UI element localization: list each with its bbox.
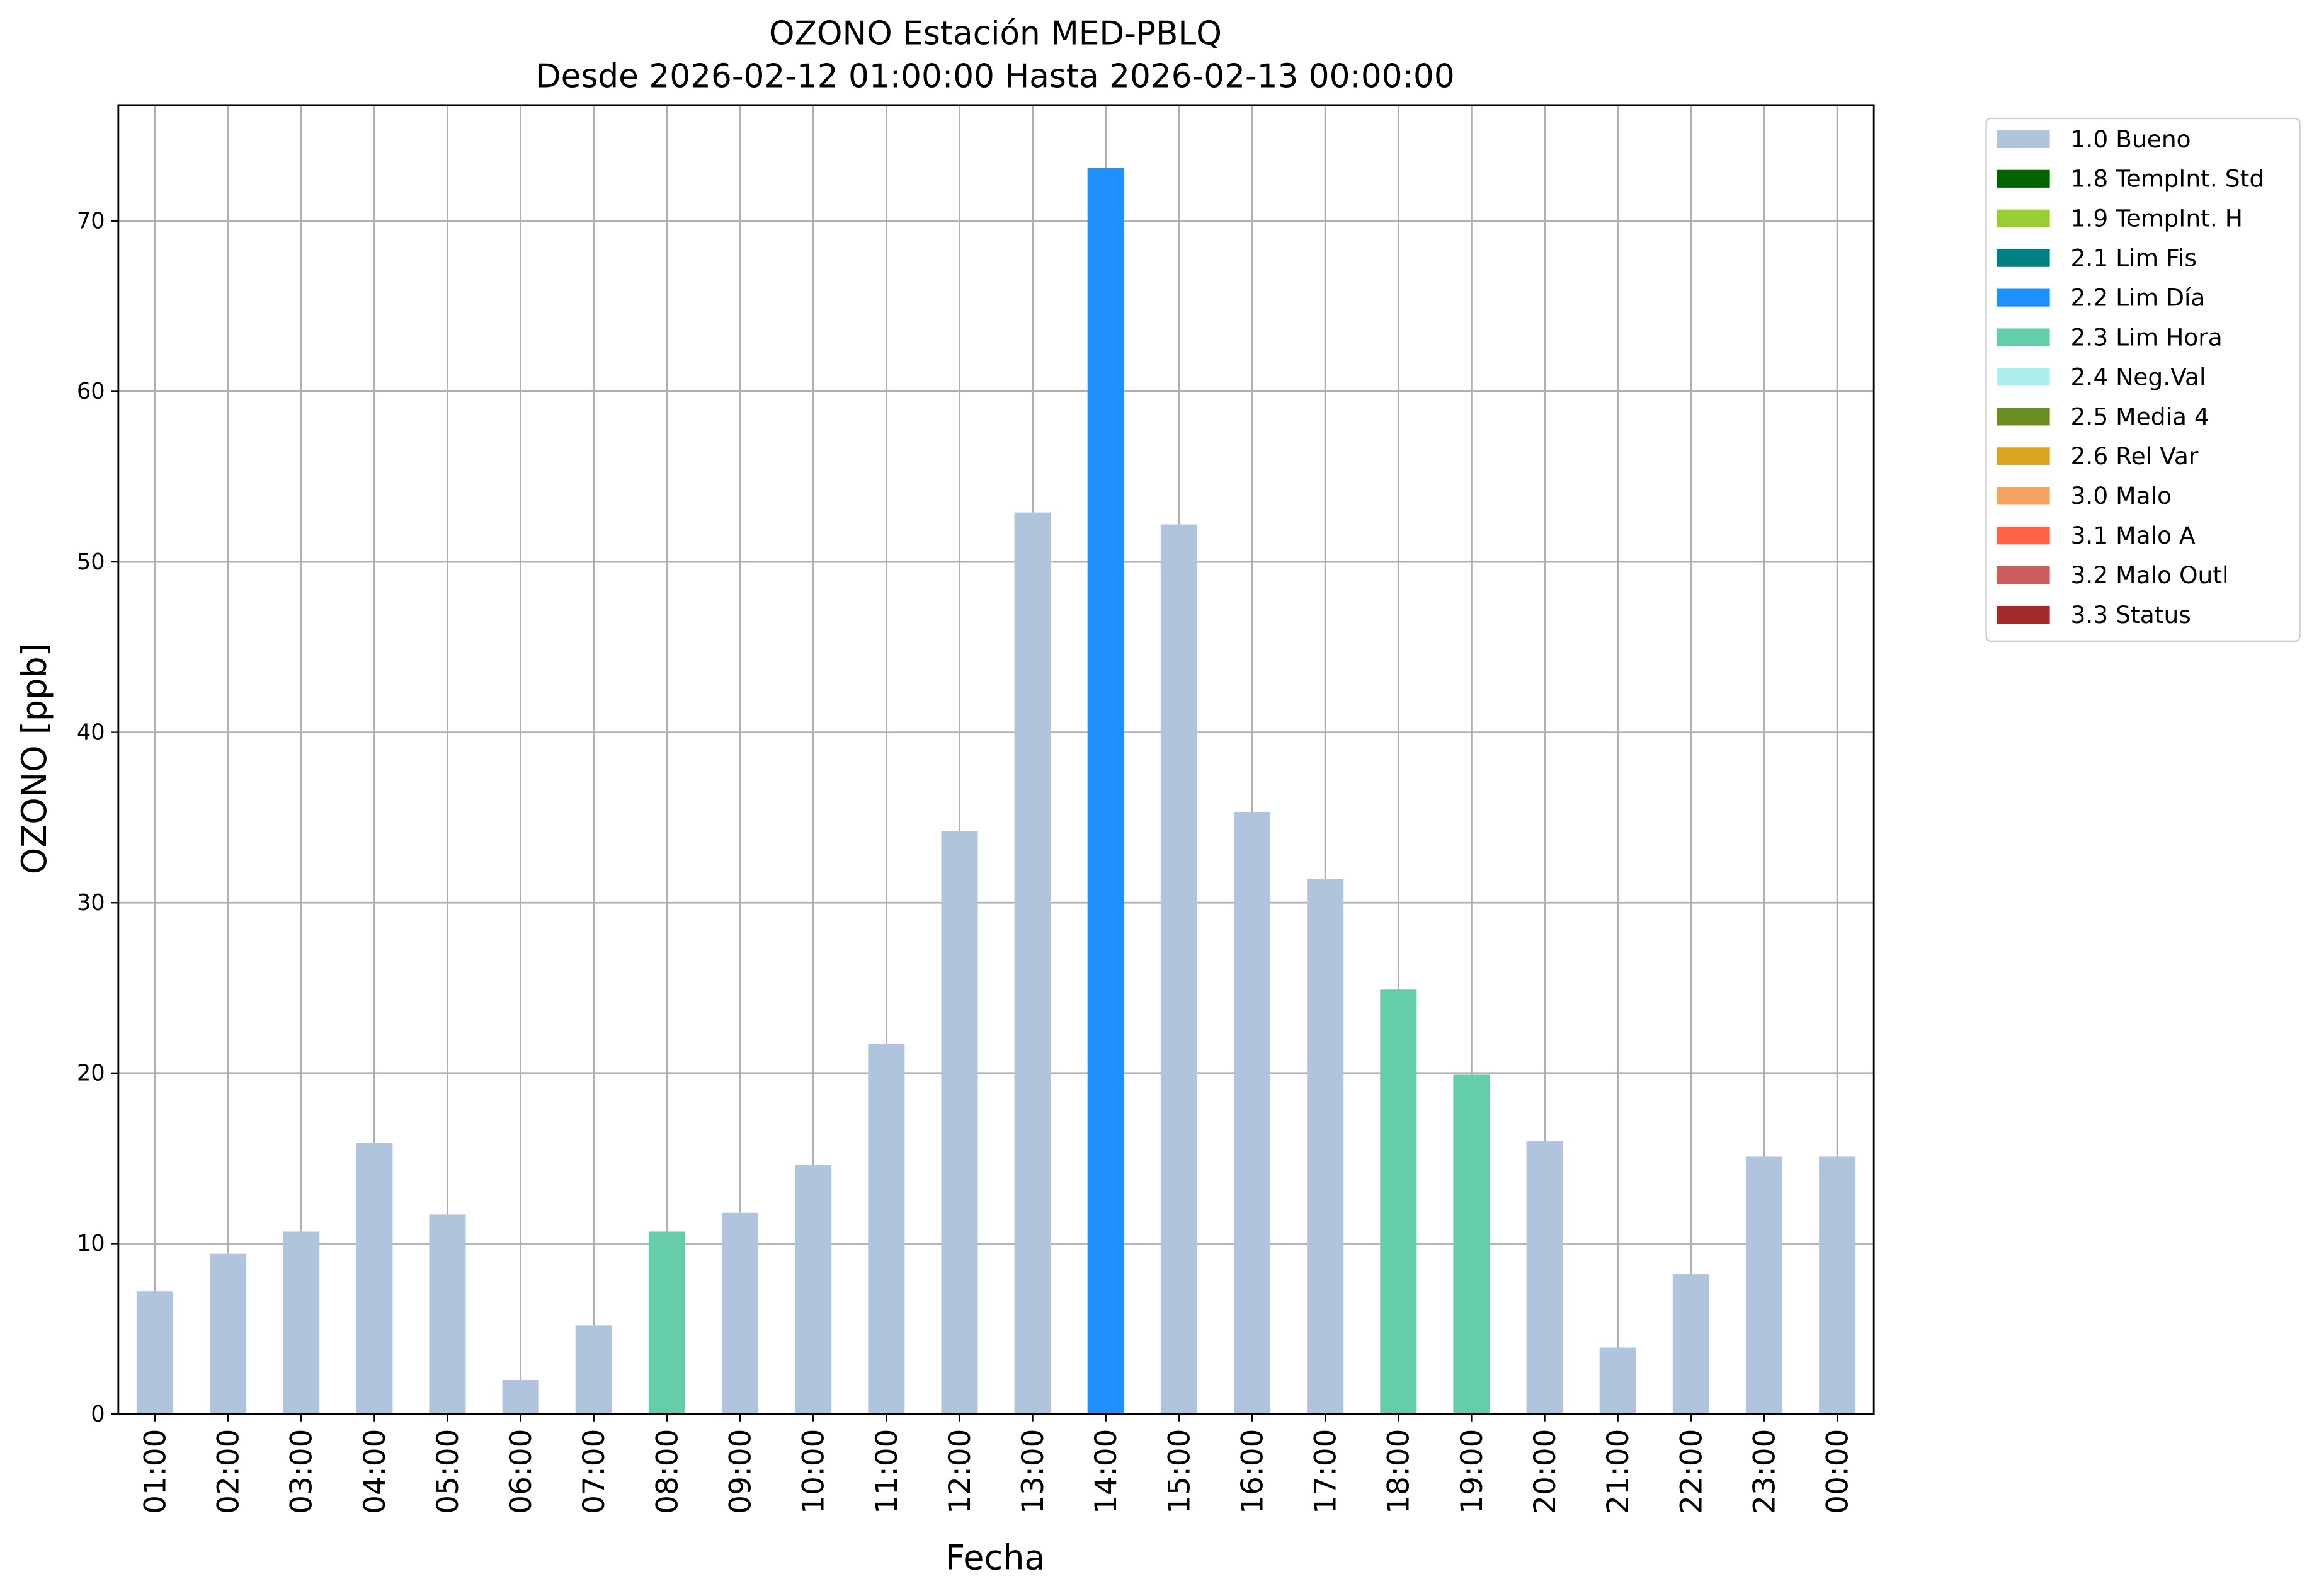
y-tick-label: 30 [77, 890, 105, 916]
legend-swatch [1997, 487, 2050, 505]
bar [1307, 879, 1344, 1415]
bar [1087, 168, 1124, 1415]
bar [1453, 1074, 1490, 1415]
legend-label: 2.2 Lim Día [2071, 284, 2206, 312]
legend-label: 2.3 Lim Hora [2071, 323, 2223, 351]
x-tick-label: 13:00 [1016, 1429, 1051, 1514]
bar [1599, 1347, 1636, 1415]
y-tick-label: 70 [77, 208, 105, 234]
legend-label: 1.9 TempInt. H [2071, 205, 2243, 232]
legend-swatch [1997, 249, 2050, 267]
chart-title: OZONO Estación MED-PBLQ [769, 15, 1222, 53]
x-axis-label: Fecha [945, 1538, 1045, 1578]
legend-label: 2.6 Rel Var [2071, 442, 2199, 470]
bar [575, 1325, 612, 1415]
x-tick-label: 22:00 [1674, 1429, 1709, 1514]
bar [1526, 1141, 1563, 1415]
legend-label: 2.1 Lim Fis [2071, 244, 2197, 272]
ticks: 0 10 20 30 40 50 60 70 01:00 02:00 03:00 04:00 05:00… [77, 208, 1855, 1514]
axes-frame [117, 104, 1875, 1415]
bar [1819, 1156, 1856, 1415]
x-tick-label: 21:00 [1601, 1429, 1636, 1514]
bar [1014, 512, 1051, 1415]
x-tick-label: 07:00 [577, 1429, 612, 1514]
legend-label: 3.0 Malo [2071, 482, 2172, 510]
x-tick-label: 23:00 [1747, 1429, 1782, 1514]
x-tick-label: 17:00 [1309, 1429, 1343, 1514]
bar [429, 1214, 466, 1415]
bar [283, 1231, 320, 1415]
y-axis-label: OZONO [ppb] [14, 643, 54, 874]
legend: 1.0 Bueno 1.8 TempInt. Std 1.9 TempInt. H 2… [1985, 117, 2301, 642]
bar [1672, 1274, 1709, 1415]
x-tick-label: 18:00 [1382, 1429, 1416, 1514]
bar [356, 1143, 393, 1415]
legend-label: 3.3 Status [2071, 601, 2191, 629]
bar [136, 1291, 173, 1415]
y-tick-label: 60 [77, 379, 105, 404]
x-tick-label: 06:00 [504, 1429, 538, 1514]
bar [1233, 812, 1271, 1415]
legend-label: 2.5 Media 4 [2071, 402, 2209, 430]
x-tick-label: 03:00 [285, 1429, 319, 1514]
legend-swatch [1997, 447, 2050, 465]
y-tick-label: 40 [77, 719, 105, 745]
y-tick-label: 0 [91, 1401, 105, 1427]
bar [1160, 524, 1197, 1415]
legend-swatch [1997, 169, 2050, 188]
x-tick-label: 01:00 [138, 1429, 173, 1514]
y-tick-label: 20 [77, 1061, 105, 1086]
legend-label: 3.2 Malo Outl [2071, 561, 2229, 589]
bar [648, 1231, 685, 1415]
x-tick-label: 19:00 [1455, 1429, 1490, 1514]
bar [722, 1212, 759, 1415]
x-tick-label: 10:00 [797, 1429, 831, 1514]
bar [795, 1165, 832, 1415]
legend-swatch [1997, 566, 2050, 584]
legend-swatch [1997, 408, 2050, 426]
x-tick-label: 09:00 [723, 1429, 758, 1514]
bar [1380, 989, 1417, 1415]
legend-swatch [1997, 527, 2050, 545]
legend-label: 3.1 Malo A [2071, 522, 2196, 549]
x-tick-label: 12:00 [943, 1429, 977, 1514]
bar [502, 1379, 539, 1415]
x-tick-label: 20:00 [1528, 1429, 1563, 1514]
legend-label: 1.0 Bueno [2071, 125, 2191, 153]
legend-label: 1.8 TempInt. Std [2071, 165, 2265, 193]
chart-subtitle: Desde 2026-02-12 01:00:00 Hasta 2026-02-… [536, 58, 1455, 96]
legend-swatch [1997, 209, 2050, 227]
x-tick-label: 02:00 [212, 1429, 246, 1514]
legend-swatch [1997, 130, 2050, 148]
x-tick-label: 04:00 [358, 1429, 392, 1514]
x-tick-label: 08:00 [650, 1429, 685, 1514]
x-tick-label: 16:00 [1235, 1429, 1270, 1514]
bar [941, 831, 978, 1415]
legend-swatch [1997, 368, 2050, 386]
x-tick-label: 15:00 [1162, 1429, 1197, 1514]
x-tick-label: 00:00 [1821, 1429, 1855, 1514]
x-tick-label: 11:00 [870, 1429, 904, 1514]
x-tick-label: 05:00 [431, 1429, 465, 1514]
bar [210, 1253, 247, 1415]
y-tick-label: 50 [77, 549, 105, 575]
y-tick-label: 10 [77, 1231, 105, 1257]
legend-swatch [1997, 605, 2050, 624]
legend-label: 2.4 Neg.Val [2071, 363, 2206, 390]
legend-frame [1985, 117, 2301, 642]
bar [1745, 1156, 1783, 1415]
legend-swatch [1997, 328, 2050, 346]
legend-swatch [1997, 288, 2050, 307]
bars [136, 168, 1856, 1415]
x-tick-label: 14:00 [1089, 1429, 1124, 1514]
bar [868, 1044, 905, 1415]
